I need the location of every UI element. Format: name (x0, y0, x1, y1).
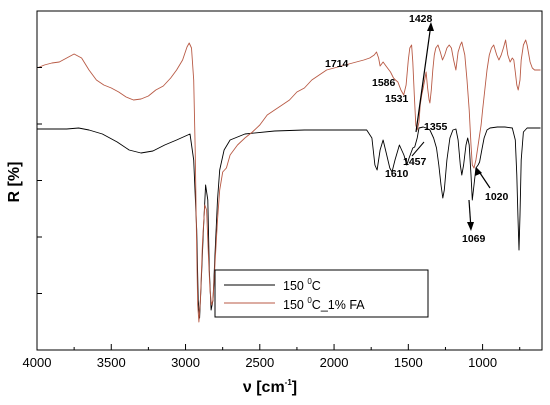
arrow-1069-head (467, 222, 474, 231)
legend-label-1: 150 0C (283, 277, 321, 293)
x-tick-label-1500: 1500 (394, 355, 423, 370)
annotation-layer: 1428 1714 1586 1531 1355 1457 1610 1020 … (325, 13, 509, 245)
annotation-1586: 1586 (372, 77, 396, 89)
series-layer (36, 39, 541, 323)
arrow-1457 (411, 141, 425, 157)
legend: 150 0C 150 0C_1% FA (214, 269, 429, 318)
annotation-1531: 1531 (385, 93, 409, 105)
x-tick-label-4000: 4000 (23, 355, 52, 370)
annotation-1714: 1714 (325, 58, 349, 70)
y-axis-title: R [%] (6, 162, 23, 203)
arrow-1428 (415, 23, 432, 133)
x-tick-label-3000: 3000 (171, 355, 200, 370)
annotation-1610: 1610 (385, 168, 409, 180)
x-tick-layer: 4000 3500 3000 2500 2000 1500 1000 (23, 344, 521, 370)
y-tick-layer (37, 10, 42, 351)
legend-box (214, 269, 429, 318)
annotation-1355: 1355 (424, 121, 448, 133)
arrow-1020-head (475, 167, 482, 176)
x-tick-label-3500: 3500 (97, 355, 126, 370)
x-axis-title: ν [cm-1] (243, 378, 297, 396)
legend-label-2: 150 0C_1% FA (283, 296, 365, 312)
x-tick-label-2000: 2000 (320, 355, 349, 370)
annotation-1069: 1069 (462, 233, 486, 245)
series-line-2 (36, 39, 541, 323)
annotation-1457: 1457 (403, 156, 427, 168)
x-tick-label-1000: 1000 (468, 355, 497, 370)
annotation-1428: 1428 (409, 13, 433, 25)
arrow-1428-head (427, 22, 434, 31)
annotation-1020: 1020 (485, 191, 509, 203)
x-tick-label-2500: 2500 (245, 355, 274, 370)
